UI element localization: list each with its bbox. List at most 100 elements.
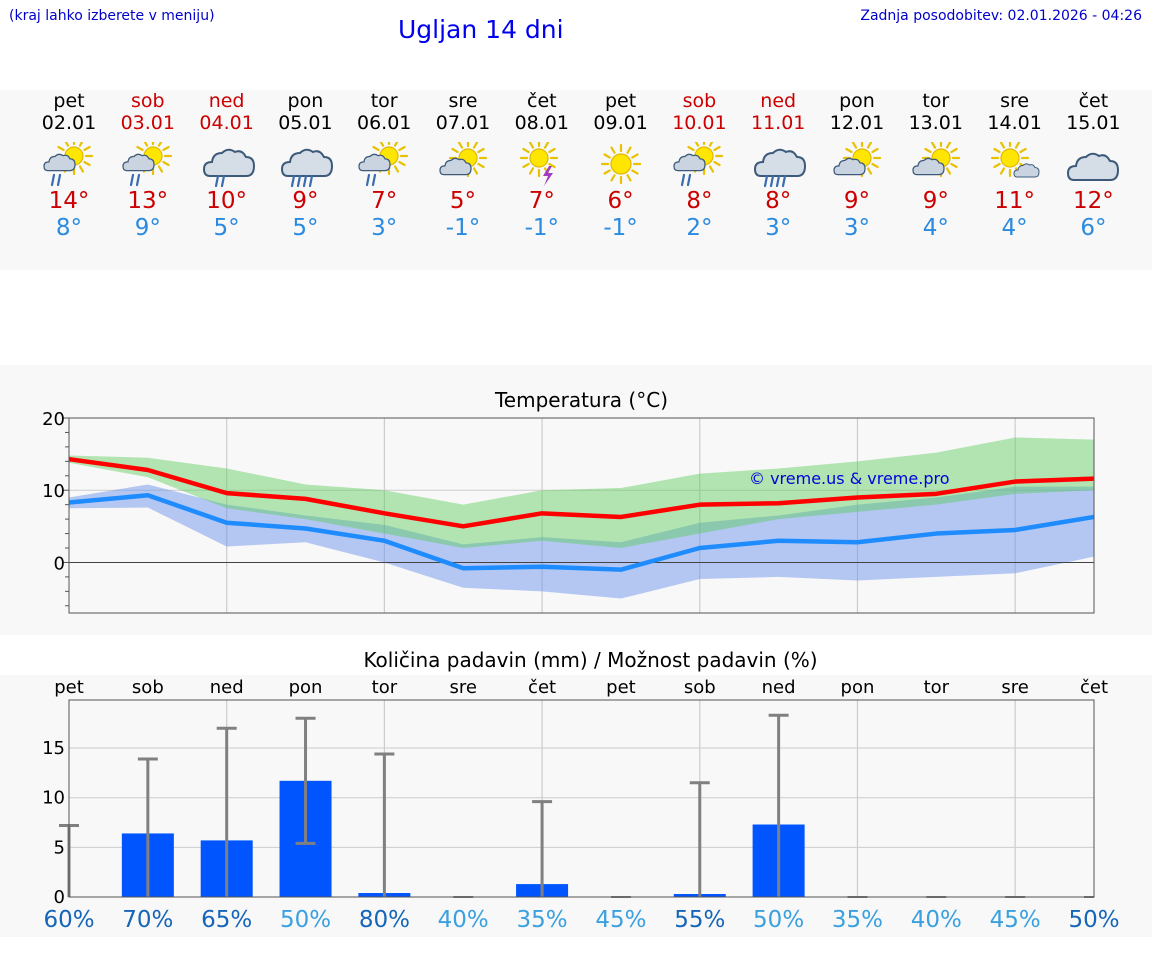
day-name: tor [370, 90, 398, 112]
precipitation-probability: 60% [43, 907, 94, 933]
min-temperature: -1° [524, 215, 560, 241]
x-category-label: ned [210, 677, 244, 698]
temperature-chart: Temperatura (°C) 0 10 20 © vreme.us & vreme.… [42, 388, 1095, 614]
max-temperature: 8° [686, 188, 713, 214]
day-name: ned [760, 90, 797, 112]
day-column: sre 07.01 5° -1° [424, 90, 502, 242]
y-tick-label: 10 [42, 788, 65, 809]
sun-cloud-icon [833, 142, 882, 178]
plot-frame [68, 417, 1095, 614]
day-name: ned [208, 90, 245, 112]
day-name: pon [287, 90, 324, 112]
page-title: Ugljan 14 dni [398, 15, 564, 44]
day-column: pon 05.01 9° 5° [266, 90, 344, 242]
y-tick-label: 10 [42, 481, 65, 502]
max-temperature: 14° [48, 188, 90, 214]
day-date: 12.01 [829, 112, 885, 134]
x-category-label: sre [449, 677, 476, 698]
day-column: čet 08.01 7° -1° [503, 90, 581, 242]
max-temperature: 7° [528, 188, 555, 214]
sun-cloud-icon [912, 142, 960, 178]
watermark: © vreme.us & vreme.pro [749, 469, 950, 488]
sun-cloud-icon [439, 142, 488, 178]
x-category-label: tor [372, 677, 398, 698]
day-date: 07.01 [435, 112, 491, 134]
x-category-label: ned [762, 677, 796, 698]
min-range-band [69, 484, 1094, 599]
x-category-label: pon [289, 677, 323, 698]
max-temperature: 10° [206, 188, 247, 214]
day-date: 15.01 [1066, 112, 1121, 134]
min-temperature: 5° [213, 215, 240, 241]
precipitation-probability: 65% [201, 907, 252, 933]
max-temperature-line [68, 456, 1095, 529]
max-temperature: 9° [922, 188, 949, 214]
min-temperature: 2° [686, 215, 713, 241]
x-category-label: tor [924, 677, 950, 698]
min-temperature: 8° [55, 215, 83, 241]
y-tick-label: 5 [54, 837, 65, 858]
cloud-rain-icon [202, 148, 255, 188]
y-tick-label: 0 [54, 553, 65, 574]
day-name: sob [682, 90, 717, 112]
day-column: sob 03.01 13° 9° [109, 90, 187, 242]
day-date: 04.01 [199, 112, 254, 134]
max-temperature: 6° [607, 188, 634, 214]
sun-cloud-rain-icon [358, 142, 409, 187]
precipitation-probability: 80% [359, 907, 410, 933]
precipitation-probability: 50% [280, 907, 331, 933]
x-category-label: pet [606, 677, 636, 698]
day-name: pet [604, 90, 637, 112]
day-date: 11.01 [750, 112, 806, 134]
day-date: 03.01 [120, 112, 175, 134]
x-category-label: čet [1080, 677, 1108, 698]
plot-frame [68, 699, 1095, 898]
forecast-strip [0, 90, 1152, 270]
precipitation-probability: 50% [753, 907, 804, 933]
precipitation-chart-title: Količina padavin (mm) / Možnost padavin … [363, 648, 817, 672]
x-category-label: sob [684, 677, 716, 698]
day-name: čet [527, 90, 557, 112]
precipitation-probability: 35% [832, 907, 883, 933]
y-tick-label: 20 [42, 409, 65, 430]
max-temperature: 7° [371, 188, 398, 214]
cloud-heavy-rain-icon [754, 148, 807, 188]
day-column: ned 04.01 10° 5° [188, 90, 266, 242]
min-temperature: 3° [765, 215, 792, 241]
day-column: sob 10.01 8° 2° [660, 90, 738, 242]
min-temperature: -1° [603, 215, 638, 241]
precipitation-probability: 70% [122, 907, 173, 933]
max-temperature: 5° [449, 188, 477, 214]
day-date: 14.01 [987, 112, 1042, 134]
y-tick-label: 0 [54, 887, 65, 908]
last-updated: Zadnja posodobitev: 02.01.2026 - 04:26 [860, 8, 1142, 24]
day-date: 02.01 [41, 112, 97, 134]
min-temperature: 5° [292, 215, 319, 241]
min-temperature: 3° [371, 215, 398, 241]
min-temperature-line [68, 493, 1095, 572]
sun-thunder-icon [519, 142, 558, 186]
max-temperature: 13° [127, 188, 169, 214]
day-column: tor 06.01 7° 3° [345, 90, 423, 242]
precipitation-chart: Količina padavin (mm) / Možnost padavin … [42, 648, 1119, 933]
precipitation-probability: 45% [595, 907, 646, 933]
precipitation-probability: 55% [674, 907, 725, 933]
day-date: 13.01 [908, 112, 963, 134]
day-date: 05.01 [278, 112, 333, 134]
precipitation-probability: 40% [911, 907, 962, 933]
day-name: tor [922, 90, 950, 112]
precipitation-probability: 40% [438, 907, 489, 933]
day-column: čet 15.01 12° 6° [1054, 90, 1132, 242]
y-tick-label: 15 [42, 738, 65, 759]
day-column: sre 14.01 11° 4° [976, 90, 1054, 242]
day-name: pet [53, 90, 85, 112]
day-column: tor 13.01 9° 4° [897, 90, 975, 242]
sun-small-cloud-icon [990, 142, 1040, 178]
max-range-band [69, 437, 1094, 548]
day-date: 10.01 [672, 112, 727, 134]
day-name: pon [839, 90, 875, 112]
day-column: pet 02.01 14° 8° [30, 90, 108, 242]
precipitation-probability: 35% [517, 907, 568, 933]
location-hint[interactable]: (kraj lahko izberete v meniju) [9, 8, 215, 24]
x-category-label: pon [841, 677, 875, 698]
